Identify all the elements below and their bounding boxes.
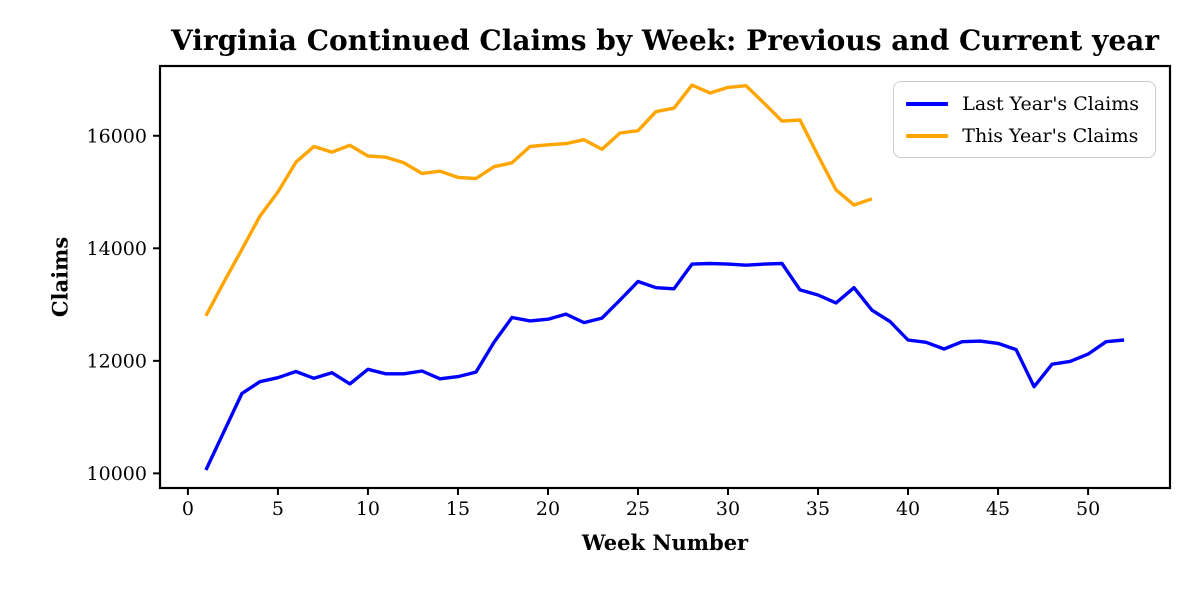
legend-label: This Year's Claims bbox=[962, 124, 1139, 147]
legend-swatch bbox=[906, 133, 949, 138]
legend-box: Last Year's Claims This Year's Claims bbox=[893, 81, 1156, 158]
legend-label: Last Year's Claims bbox=[962, 92, 1139, 115]
x-tick-label: 0 bbox=[182, 498, 194, 520]
legend-item: This Year's Claims bbox=[906, 123, 1139, 148]
x-tick-label: 20 bbox=[536, 498, 560, 520]
x-tick-label: 15 bbox=[446, 498, 470, 520]
x-tick-label: 45 bbox=[986, 498, 1010, 520]
x-tick-label: 35 bbox=[806, 498, 830, 520]
legend-item: Last Year's Claims bbox=[906, 91, 1139, 116]
x-tick-label: 25 bbox=[626, 498, 650, 520]
y-tick-label: 12000 bbox=[87, 350, 147, 372]
x-tick-label: 10 bbox=[356, 498, 380, 520]
x-axis-label: Week Number bbox=[581, 530, 749, 555]
plot-frame bbox=[158, 64, 1172, 490]
x-tick-label: 30 bbox=[716, 498, 740, 520]
y-tick-label: 10000 bbox=[87, 463, 147, 485]
series-line-0 bbox=[204, 261, 1125, 471]
x-tick-label: 50 bbox=[1076, 498, 1100, 520]
y-tick-label: 16000 bbox=[87, 125, 147, 147]
y-axis-label: Claims bbox=[47, 236, 73, 318]
y-tick-label: 14000 bbox=[87, 238, 147, 260]
x-tick-label: 5 bbox=[272, 498, 284, 520]
legend-swatch bbox=[906, 101, 949, 106]
x-tick-label: 40 bbox=[896, 498, 920, 520]
series-line-1 bbox=[204, 83, 873, 317]
chart-title: Virginia Continued Claims by Week: Previ… bbox=[170, 24, 1160, 57]
